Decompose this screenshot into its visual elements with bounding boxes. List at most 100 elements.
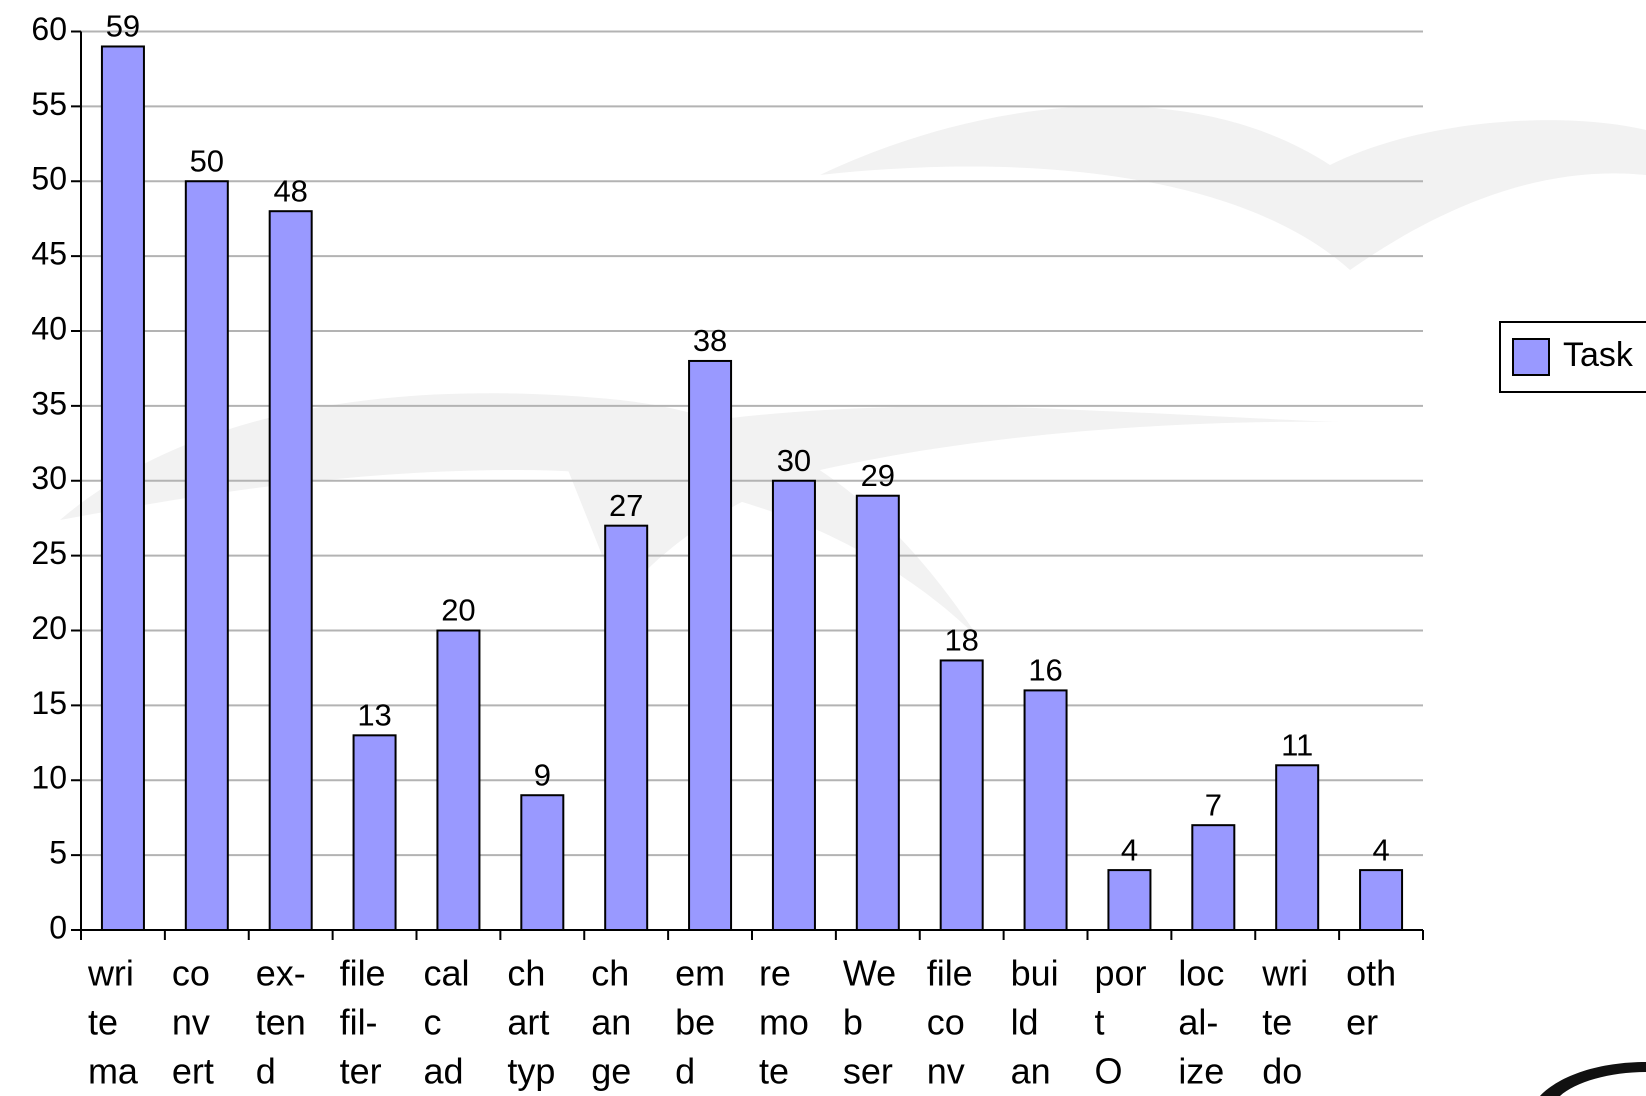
x-tick-label: d	[675, 1051, 695, 1092]
x-tick-label: em	[675, 953, 725, 994]
x-tick-label: d	[256, 1051, 276, 1092]
data-label: 30	[777, 443, 811, 478]
legend-label: Task	[1563, 336, 1634, 374]
x-tick-label: ad	[423, 1051, 463, 1092]
x-tick-label: ge	[591, 1051, 631, 1092]
bar	[184, 180, 229, 931]
bar	[1191, 824, 1236, 931]
y-tick-label: 5	[49, 835, 67, 871]
x-tick-label: bui	[1011, 953, 1059, 994]
legend: Task	[1499, 321, 1646, 393]
watermark-gull	[560, 406, 1340, 600]
bar	[1107, 869, 1152, 931]
bar	[352, 734, 397, 932]
bar	[688, 359, 733, 931]
data-label: 7	[1205, 787, 1222, 822]
x-tick-label: wri	[1261, 953, 1308, 994]
data-label: 27	[609, 488, 643, 523]
y-tick-label: 45	[31, 236, 67, 272]
y-tick-label: 60	[31, 11, 67, 47]
y-tick-label: 55	[31, 86, 67, 122]
x-tick-label: ex-	[256, 953, 306, 994]
x-tick-label: t	[1094, 1002, 1104, 1043]
x-tick-label: c	[423, 1002, 441, 1043]
x-tick-label: er	[1346, 1002, 1378, 1043]
bar	[1023, 689, 1068, 932]
data-label: 9	[534, 757, 551, 792]
y-tick-label: 20	[31, 610, 67, 646]
x-tick-label: ser	[843, 1051, 893, 1092]
data-label: 50	[190, 143, 224, 178]
axes: 051015202530354045505560writemaconvertex…	[31, 11, 1424, 1092]
data-label: 38	[693, 323, 727, 358]
data-label: 48	[273, 173, 307, 208]
legend-frame	[1499, 321, 1646, 393]
x-tick-label: nv	[172, 1002, 210, 1043]
y-tick-label: 15	[31, 685, 67, 721]
x-tick-label: oth	[1346, 953, 1396, 994]
y-tick-label: 30	[31, 460, 67, 496]
data-label: 11	[1281, 727, 1313, 762]
y-tick-label: 10	[31, 760, 67, 796]
x-tick-label: We	[843, 953, 896, 994]
logo	[1540, 1062, 1646, 1096]
data-label: 16	[1028, 653, 1062, 688]
x-tick-label: ter	[340, 1051, 382, 1092]
bar	[520, 794, 565, 931]
data-label: 4	[1372, 832, 1389, 867]
x-tick-label: b	[843, 1002, 863, 1043]
y-tick-label: 35	[31, 385, 67, 421]
x-tick-label: mo	[759, 1002, 809, 1043]
x-tick-label: nv	[927, 1051, 965, 1092]
x-tick-label: te	[759, 1051, 789, 1092]
bar	[436, 629, 481, 931]
bar	[771, 479, 816, 931]
x-tick-label: file	[927, 953, 973, 994]
bar	[939, 659, 984, 931]
y-tick-label: 40	[31, 310, 67, 346]
data-label: 20	[441, 593, 475, 628]
x-tick-label: por	[1094, 953, 1146, 994]
data-label: 59	[106, 9, 140, 44]
y-tick-label: 50	[31, 161, 67, 197]
bar	[1275, 764, 1320, 932]
x-tick-label: te	[88, 1002, 118, 1043]
bar	[268, 210, 313, 931]
x-tick-label: wri	[87, 953, 134, 994]
data-label: 18	[944, 623, 978, 658]
bar	[855, 494, 900, 931]
x-tick-label: ert	[172, 1051, 214, 1092]
x-tick-label: do	[1262, 1051, 1302, 1092]
watermark-gull	[820, 106, 1646, 271]
y-tick-label: 0	[49, 909, 67, 945]
x-tick-label: ch	[591, 953, 629, 994]
x-tick-label: an	[591, 1002, 631, 1043]
legend-swatch	[1512, 338, 1550, 376]
x-tick-label: ld	[1011, 1002, 1039, 1043]
x-tick-label: te	[1262, 1002, 1292, 1043]
x-tick-label: loc	[1178, 953, 1224, 994]
x-tick-label: typ	[507, 1051, 555, 1092]
x-tick-label: ma	[88, 1051, 139, 1092]
x-tick-label: cal	[423, 953, 469, 994]
bar	[604, 524, 649, 931]
y-tick-label: 25	[31, 535, 67, 571]
x-tick-label: be	[675, 1002, 715, 1043]
x-tick-label: O	[1094, 1051, 1122, 1092]
x-tick-label: re	[759, 953, 791, 994]
x-tick-label: an	[1011, 1051, 1051, 1092]
bars: 59 50 48 13 20 9 27 38 30 29 18 16 4 7 11 4	[100, 9, 1404, 932]
x-tick-label: al-	[1178, 1002, 1218, 1043]
x-tick-label: ch	[507, 953, 545, 994]
x-tick-label: ten	[256, 1002, 306, 1043]
data-label: 4	[1121, 832, 1138, 867]
bar	[100, 45, 145, 932]
x-tick-label: fil-	[340, 1002, 378, 1043]
logo-shape	[1540, 1062, 1646, 1096]
x-tick-label: co	[927, 1002, 965, 1043]
data-label: 29	[861, 458, 895, 493]
x-tick-label: file	[340, 953, 386, 994]
x-tick-label: ize	[1178, 1051, 1224, 1092]
